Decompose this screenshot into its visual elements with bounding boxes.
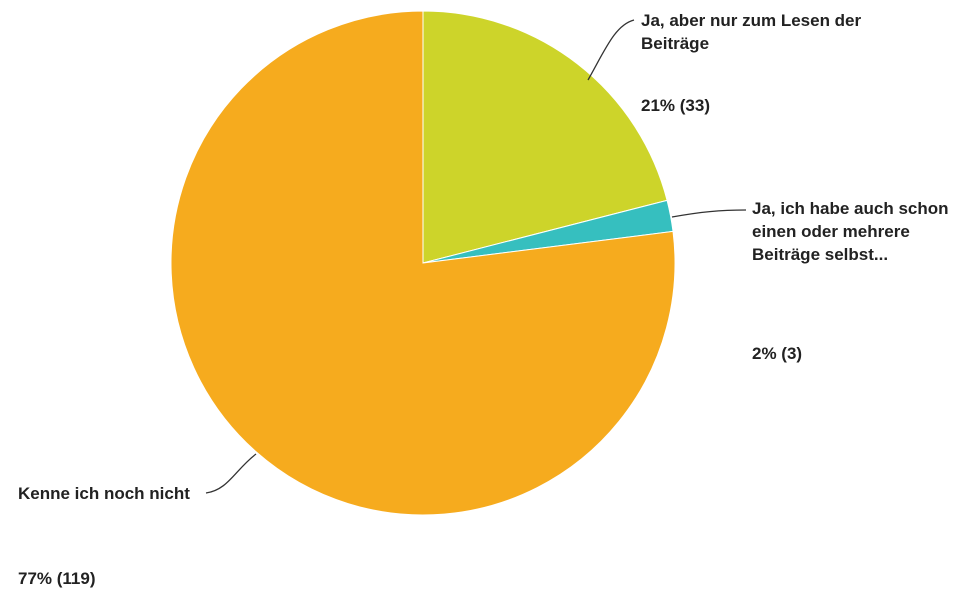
- value-label: 21% (33): [641, 96, 710, 115]
- pie-slice: [170, 10, 676, 516]
- slice-label: Ja, ich habe auch schon einen oder mehre…: [752, 199, 949, 264]
- leader-line: [205, 453, 257, 494]
- leader-line: [587, 19, 635, 81]
- slice-label: Kenne ich noch nicht: [18, 484, 190, 503]
- slice-label: Ja, aber nur zum Lesen der Beiträge: [641, 11, 862, 53]
- value-label: 77% (119): [18, 569, 96, 588]
- value-label: 2% (3): [752, 344, 803, 363]
- pie-slice: [422, 10, 668, 264]
- leader-line: [671, 209, 747, 218]
- slices: [170, 10, 676, 516]
